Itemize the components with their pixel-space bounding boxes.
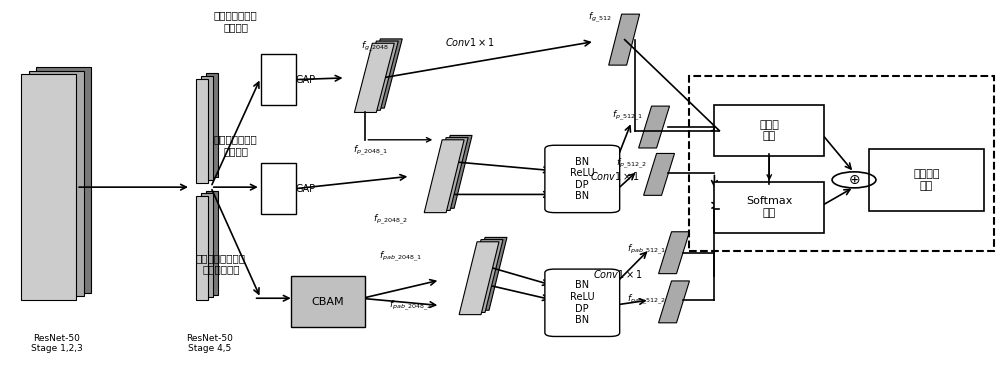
Text: $f_{p\_512\_1}$: $f_{p\_512\_1}$	[612, 109, 643, 123]
Polygon shape	[639, 106, 670, 148]
Polygon shape	[432, 135, 472, 208]
Text: 三元组
损失: 三元组 损失	[759, 120, 779, 142]
Text: ResNet-50
Stage 1,2,3: ResNet-50 Stage 1,2,3	[31, 334, 83, 353]
FancyBboxPatch shape	[201, 193, 213, 297]
Text: $Conv1\times1$: $Conv1\times1$	[593, 268, 643, 280]
FancyBboxPatch shape	[29, 70, 84, 297]
Text: $f_{pab\_512\_2}$: $f_{pab\_512\_2}$	[627, 292, 666, 306]
Polygon shape	[459, 242, 499, 315]
Polygon shape	[644, 153, 675, 195]
Text: $f_{g\_512}$: $f_{g\_512}$	[588, 11, 612, 25]
Polygon shape	[463, 240, 503, 312]
Text: $\oplus$: $\oplus$	[848, 173, 860, 187]
Polygon shape	[358, 41, 398, 110]
Polygon shape	[609, 14, 640, 65]
Text: $Conv1\times1$: $Conv1\times1$	[445, 36, 495, 48]
FancyBboxPatch shape	[201, 76, 213, 180]
Text: $f_{pab\_2048\_1}$: $f_{pab\_2048\_1}$	[379, 249, 422, 264]
FancyBboxPatch shape	[261, 54, 296, 105]
FancyBboxPatch shape	[36, 67, 91, 293]
FancyBboxPatch shape	[196, 79, 208, 183]
Polygon shape	[362, 39, 402, 108]
Text: BN
ReLU
DP
BN: BN ReLU DP BN	[570, 157, 595, 201]
Text: $f_{g\_2048}$: $f_{g\_2048}$	[361, 40, 389, 54]
Text: $f_{p\_512\_2}$: $f_{p\_512\_2}$	[616, 156, 647, 171]
Text: 联合损失
函数: 联合损失 函数	[913, 169, 940, 191]
FancyBboxPatch shape	[714, 182, 824, 233]
Text: $f_{pab\_2048\_2}$: $f_{pab\_2048\_2}$	[389, 298, 432, 313]
Polygon shape	[428, 138, 468, 210]
FancyBboxPatch shape	[714, 105, 824, 156]
Text: 局部粗粒度融合
学习分支: 局部粗粒度融合 学习分支	[214, 134, 258, 156]
FancyBboxPatch shape	[21, 74, 76, 300]
Text: GAP: GAP	[296, 184, 316, 194]
Polygon shape	[424, 140, 464, 212]
Polygon shape	[354, 43, 394, 112]
Polygon shape	[659, 232, 689, 274]
Text: $Conv1\times1$: $Conv1\times1$	[590, 170, 640, 182]
Text: 局部注意力细粒度
融合学习分支: 局部注意力细粒度 融合学习分支	[196, 253, 246, 275]
FancyBboxPatch shape	[196, 196, 208, 300]
Text: ResNet-50
Stage 4,5: ResNet-50 Stage 4,5	[186, 334, 233, 353]
Text: CBAM: CBAM	[312, 297, 344, 307]
FancyBboxPatch shape	[545, 269, 620, 337]
FancyBboxPatch shape	[545, 145, 620, 212]
Text: $f_{p\_2048\_1}$: $f_{p\_2048\_1}$	[353, 143, 388, 158]
Text: $f_{p\_2048\_2}$: $f_{p\_2048\_2}$	[373, 213, 408, 227]
Text: GAP: GAP	[296, 75, 316, 85]
Text: $f_{pab\_512\_1}$: $f_{pab\_512\_1}$	[627, 243, 666, 257]
Polygon shape	[467, 237, 507, 310]
FancyBboxPatch shape	[206, 191, 218, 295]
FancyBboxPatch shape	[291, 276, 365, 327]
Text: BN
ReLU
DP
BN: BN ReLU DP BN	[570, 280, 595, 325]
FancyBboxPatch shape	[869, 149, 984, 211]
Text: 全局粗粒度融合
学习分支: 全局粗粒度融合 学习分支	[214, 11, 258, 32]
FancyBboxPatch shape	[206, 73, 218, 177]
FancyBboxPatch shape	[261, 163, 296, 214]
Polygon shape	[659, 281, 689, 323]
Text: Softmax
损失: Softmax 损失	[746, 196, 792, 218]
